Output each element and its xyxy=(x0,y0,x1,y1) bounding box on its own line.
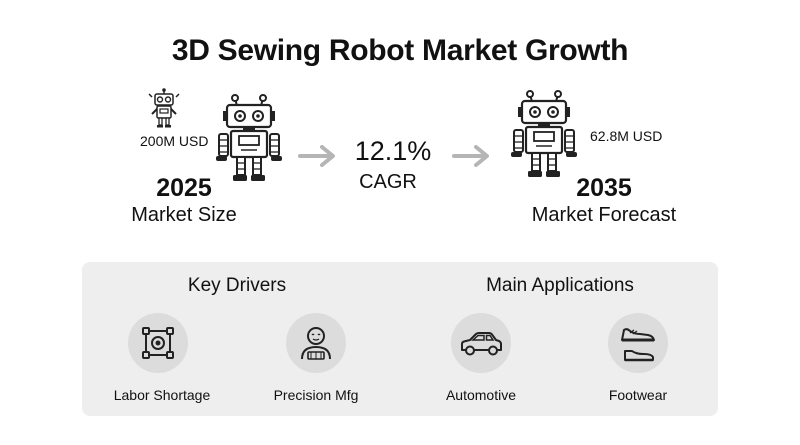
left-metric-year: 2025 xyxy=(156,174,212,202)
right-metric-label: Market Forecast xyxy=(531,204,677,226)
cagr-label: CAGR xyxy=(359,171,417,193)
main-applications-heading: Main Applications xyxy=(486,275,634,296)
right-metric-value: 62.8M USD xyxy=(590,128,663,144)
page-title: 3D Sewing Robot Market Growth xyxy=(171,34,629,67)
arrow-right-icon xyxy=(298,145,338,167)
robot-left-icon xyxy=(213,94,285,189)
worker-icon xyxy=(286,313,346,373)
arrow-right-icon xyxy=(452,145,492,167)
car-icon xyxy=(451,313,511,373)
small-robot-icon xyxy=(148,88,180,133)
key-drivers-heading: Key Drivers xyxy=(187,275,287,296)
robot-right-icon xyxy=(508,90,580,185)
shoe-icon xyxy=(608,313,668,373)
application-label-footwear: Footwear xyxy=(608,387,668,403)
left-metric-label: Market Size xyxy=(131,204,237,226)
application-label-automotive: Automotive xyxy=(445,387,517,403)
frame-target-icon xyxy=(128,313,188,373)
cagr-value: 12.1% xyxy=(354,136,432,166)
driver-label-precision-mfg: Precision Mfg xyxy=(273,387,359,403)
driver-label-labor-shortage: Labor Shortage xyxy=(113,387,211,403)
left-metric-value: 200M USD xyxy=(140,133,209,149)
right-metric-year: 2035 xyxy=(576,174,632,202)
